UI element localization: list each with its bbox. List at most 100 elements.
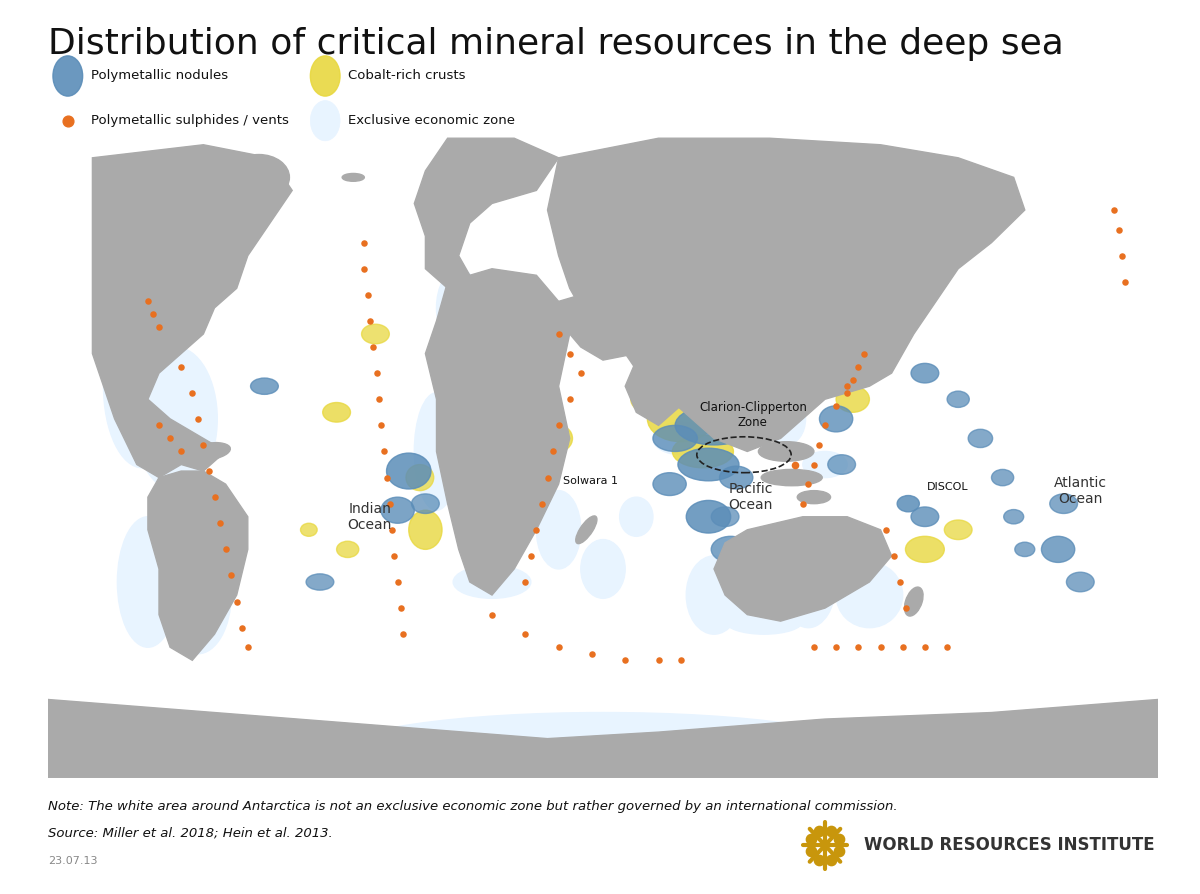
Point [916,640,935,654]
Text: Source: Miller et al. 2018; Hein et al. 2013.: Source: Miller et al. 2018; Hein et al. … [48,827,332,840]
Ellipse shape [725,608,803,634]
Point [59,114,78,128]
Ellipse shape [300,523,317,536]
Point [550,327,569,342]
Point [374,444,394,459]
Text: Atlantic
Ocean: Atlantic Ocean [1054,476,1106,506]
Text: Pacific
Ocean: Pacific Ocean [728,482,773,512]
Point [182,385,202,400]
Point [210,516,229,530]
Ellipse shape [581,540,625,598]
Polygon shape [414,139,559,288]
Point [582,646,601,661]
Point [372,418,391,433]
Point [649,654,668,668]
Ellipse shape [653,473,686,495]
Ellipse shape [803,451,847,477]
Ellipse shape [414,392,458,510]
Point [388,575,407,589]
Ellipse shape [898,495,919,512]
Point [364,340,383,354]
Ellipse shape [409,510,442,549]
Point [385,549,404,563]
Ellipse shape [251,378,278,394]
Ellipse shape [536,491,581,569]
Ellipse shape [361,325,389,344]
Point [810,853,829,867]
Point [216,542,235,556]
Ellipse shape [545,426,572,451]
Point [1104,203,1123,217]
Ellipse shape [1050,493,1078,513]
Ellipse shape [911,363,938,383]
Point [521,549,540,563]
Ellipse shape [53,56,83,97]
Ellipse shape [828,455,856,475]
Ellipse shape [653,422,708,455]
Point [383,523,402,537]
Point [377,470,396,485]
Ellipse shape [103,305,181,468]
Point [848,640,868,654]
Point [876,523,895,537]
Ellipse shape [648,396,714,442]
Ellipse shape [968,429,992,448]
Point [871,640,890,654]
Point [527,523,546,537]
Ellipse shape [458,151,492,190]
Point [890,575,910,589]
Point [138,294,157,308]
Ellipse shape [454,566,530,598]
Ellipse shape [911,507,938,527]
Point [829,844,848,858]
Point [838,379,857,393]
Point [533,496,552,510]
Ellipse shape [826,275,869,341]
Point [1115,274,1134,289]
Point [854,346,874,360]
Point [149,320,168,334]
Point [560,392,580,407]
Point [816,418,835,433]
Point [550,418,569,433]
Point [937,640,956,654]
Point [222,569,241,583]
Ellipse shape [412,493,439,513]
Point [844,373,863,387]
Text: WORLD RESOURCES INSTITUTE: WORLD RESOURCES INSTITUTE [864,836,1154,854]
Point [821,853,840,867]
Point [671,654,690,668]
Point [793,496,812,510]
Point [799,477,818,492]
Ellipse shape [336,541,359,558]
Ellipse shape [676,406,752,445]
Point [896,601,916,615]
Point [884,549,904,563]
Ellipse shape [406,465,433,491]
Point [829,832,848,847]
Point [802,832,821,847]
Ellipse shape [311,101,340,141]
Ellipse shape [1042,536,1075,562]
Ellipse shape [836,386,870,412]
Text: Solwara 1: Solwara 1 [563,476,618,485]
Polygon shape [625,353,680,426]
Ellipse shape [820,406,853,432]
Text: Polymetallic sulphides / vents: Polymetallic sulphides / vents [91,114,289,127]
Ellipse shape [1003,510,1024,524]
Ellipse shape [944,520,972,540]
Point [199,464,218,478]
Point [827,399,846,413]
Ellipse shape [720,466,752,489]
Ellipse shape [781,370,826,402]
Point [391,601,410,615]
Point [482,608,502,622]
Polygon shape [426,269,570,595]
Ellipse shape [906,536,944,562]
Ellipse shape [382,497,414,523]
Ellipse shape [631,386,664,412]
Point [394,627,413,641]
Ellipse shape [712,507,739,527]
Ellipse shape [187,443,230,460]
Ellipse shape [678,448,739,481]
